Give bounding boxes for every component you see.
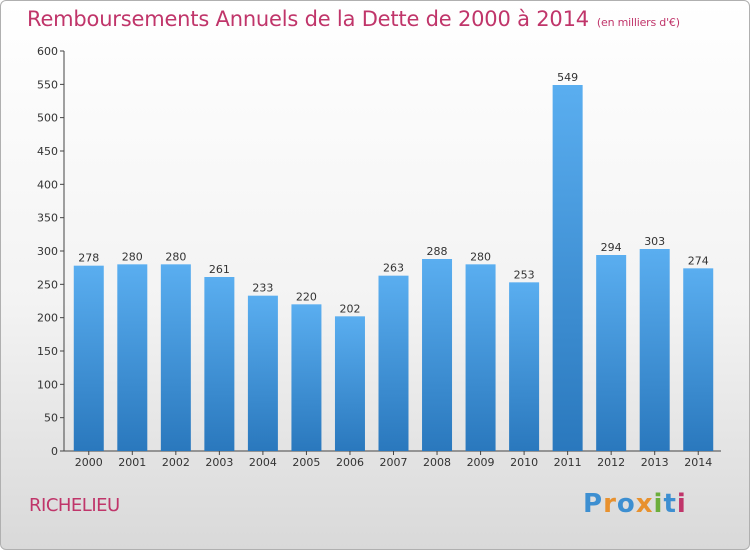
commune-name: RICHELIEU — [29, 495, 120, 516]
bar-2000 — [73, 265, 104, 451]
chart-title-text: Remboursements Annuels de la Dette de 20… — [27, 7, 589, 31]
y-tick-label: 150 — [37, 345, 58, 358]
bar-2004 — [247, 295, 278, 451]
data-label-2002: 280 — [165, 250, 186, 263]
y-tick-label: 450 — [37, 145, 58, 158]
y-tick-label: 100 — [37, 378, 58, 391]
data-label-2000: 278 — [78, 252, 99, 265]
y-tick-label: 600 — [37, 45, 58, 58]
logo-letter: o — [616, 489, 636, 519]
y-tick-label: 500 — [37, 112, 58, 125]
logo-letter: i — [653, 489, 664, 519]
x-tick-label-2005: 2005 — [292, 456, 320, 469]
logo-letter: x — [635, 489, 654, 519]
bar-2011 — [552, 85, 583, 451]
x-tick-label-2010: 2010 — [510, 456, 538, 469]
data-label-2008: 288 — [427, 245, 448, 258]
x-tick-label-2014: 2014 — [684, 456, 712, 469]
bar-2003 — [204, 277, 235, 451]
data-label-2012: 294 — [601, 241, 622, 254]
x-tick-label-2002: 2002 — [162, 456, 190, 469]
bar-2006 — [334, 316, 365, 451]
y-tick-label: 50 — [44, 412, 58, 425]
logo-letter: t — [663, 489, 677, 519]
bar-2001 — [117, 264, 148, 451]
data-label-2011: 549 — [557, 71, 578, 84]
x-tick-label-2003: 2003 — [205, 456, 233, 469]
y-tick-label: 250 — [37, 278, 58, 291]
logo-letter: P — [583, 489, 604, 519]
x-tick-label-2006: 2006 — [336, 456, 364, 469]
bar-2010 — [509, 282, 540, 451]
bar-2012 — [596, 255, 627, 451]
data-label-2006: 202 — [339, 302, 360, 315]
y-tick-label: 200 — [37, 312, 58, 325]
data-label-2005: 220 — [296, 290, 317, 303]
data-label-2009: 280 — [470, 250, 491, 263]
chart-bars: 278 280 280 261 233 220 202 263 288 280 253 549 294 3… — [73, 71, 714, 451]
data-label-2010: 253 — [514, 268, 535, 281]
x-tick-label-2013: 2013 — [641, 456, 669, 469]
data-label-2001: 280 — [122, 250, 143, 263]
y-tick-label: 300 — [37, 245, 58, 258]
x-tick-label-2007: 2007 — [380, 456, 408, 469]
chart-title: Remboursements Annuels de la Dette de 20… — [27, 7, 680, 31]
chart-axes: 0 50 100 150 200 250 300 350 400 450 500 550 600 2000… — [37, 45, 721, 469]
bar-2008 — [422, 259, 453, 451]
x-tick-label-2001: 2001 — [118, 456, 146, 469]
data-label-2003: 261 — [209, 263, 230, 276]
proxiti-logo[interactable]: Proxiti — [583, 489, 687, 519]
data-label-2007: 263 — [383, 262, 404, 275]
bar-2014 — [683, 268, 714, 451]
bar-2005 — [291, 304, 322, 451]
x-tick-label-2000: 2000 — [75, 456, 103, 469]
bar-2009 — [465, 264, 496, 451]
chart-subtitle: (en milliers d'€) — [596, 16, 680, 29]
bar-2002 — [160, 264, 191, 451]
y-tick-label: 350 — [37, 212, 58, 225]
y-tick-label: 550 — [37, 78, 58, 91]
bar-2013 — [639, 249, 670, 451]
logo-letter: i — [676, 489, 687, 519]
y-tick-label: 0 — [51, 445, 58, 458]
x-tick-label-2008: 2008 — [423, 456, 451, 469]
x-tick-label-2004: 2004 — [249, 456, 277, 469]
y-tick-label: 400 — [37, 178, 58, 191]
x-tick-label-2012: 2012 — [597, 456, 625, 469]
x-tick-label-2011: 2011 — [554, 456, 582, 469]
bar-2007 — [378, 275, 409, 451]
data-label-2004: 233 — [252, 282, 273, 295]
logo-letter: r — [603, 489, 617, 519]
data-label-2014: 274 — [688, 254, 709, 267]
x-tick-label-2009: 2009 — [467, 456, 495, 469]
data-label-2013: 303 — [644, 235, 665, 248]
